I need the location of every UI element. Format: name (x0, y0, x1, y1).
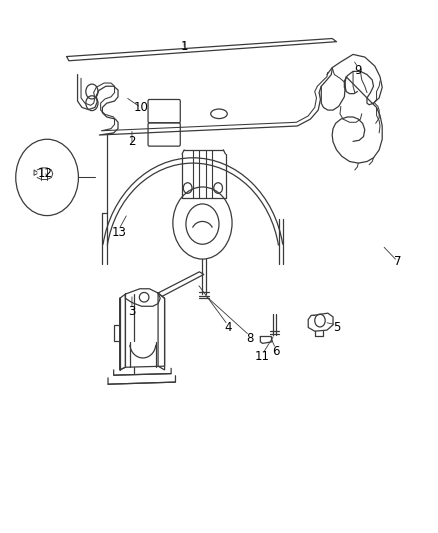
Text: 13: 13 (111, 225, 126, 239)
Text: 5: 5 (333, 321, 340, 334)
Text: 1: 1 (180, 40, 188, 53)
Text: 9: 9 (354, 64, 362, 77)
Text: 11: 11 (255, 350, 270, 363)
Text: 6: 6 (272, 345, 279, 358)
Text: 7: 7 (394, 255, 401, 268)
Text: 3: 3 (128, 305, 136, 318)
Text: 2: 2 (128, 135, 136, 148)
Text: 10: 10 (133, 101, 148, 114)
Text: 8: 8 (246, 332, 253, 344)
Text: 12: 12 (37, 167, 53, 180)
Text: 4: 4 (224, 321, 231, 334)
